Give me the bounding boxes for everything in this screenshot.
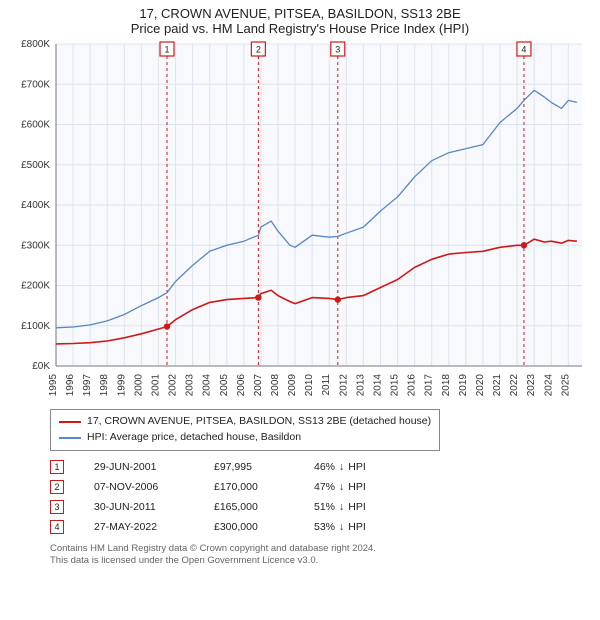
svg-text:1997: 1997 [82,374,93,397]
footer-line-1: Contains HM Land Registry data © Crown c… [50,543,590,556]
svg-text:1996: 1996 [65,374,76,397]
attribution-footer: Contains HM Land Registry data © Crown c… [50,543,590,569]
svg-text:3: 3 [335,45,340,55]
footer-line-2: This data is licensed under the Open Gov… [50,555,590,568]
chart-titles: 17, CROWN AVENUE, PITSEA, BASILDON, SS13… [10,6,590,36]
svg-text:2015: 2015 [390,374,401,397]
svg-text:2021: 2021 [492,374,503,397]
sale-marker-box: 3 [50,500,64,514]
sale-price: £165,000 [214,501,314,513]
svg-text:£500K: £500K [21,160,50,171]
sale-row: 1 29-JUN-2001£97,99546% ↓ HPI [50,457,590,477]
svg-text:2018: 2018 [441,374,452,397]
sale-marker-box: 4 [50,520,64,534]
svg-text:2003: 2003 [185,374,196,397]
svg-text:2024: 2024 [543,374,554,397]
sale-vs-hpi: 46% ↓ HPI [314,461,424,473]
svg-text:£0K: £0K [32,361,50,372]
svg-text:2020: 2020 [475,374,486,397]
legend-item: 17, CROWN AVENUE, PITSEA, BASILDON, SS13… [59,414,431,430]
svg-text:1: 1 [164,45,169,55]
svg-text:2023: 2023 [526,374,537,397]
svg-text:2006: 2006 [236,374,247,397]
svg-text:2010: 2010 [304,374,315,397]
legend-swatch [59,421,81,423]
svg-text:2007: 2007 [253,374,264,397]
sale-vs-label: HPI [348,501,366,513]
svg-text:2004: 2004 [202,374,213,397]
sale-vs-hpi: 53% ↓ HPI [314,521,424,533]
sale-date: 07-NOV-2006 [94,481,214,493]
legend-label: HPI: Average price, detached house, Basi… [87,430,301,446]
sale-vs-hpi: 47% ↓ HPI [314,481,424,493]
svg-text:£400K: £400K [21,200,50,211]
sale-vs-label: HPI [348,461,366,473]
sale-pct: 47% [314,481,335,493]
svg-text:£600K: £600K [21,120,50,131]
sale-date: 27-MAY-2022 [94,521,214,533]
svg-text:2000: 2000 [133,374,144,397]
sale-pct: 53% [314,521,335,533]
svg-text:2005: 2005 [219,374,230,397]
sale-row: 4 27-MAY-2022£300,00053% ↓ HPI [50,517,590,537]
sale-vs-label: HPI [348,481,366,493]
svg-text:£200K: £200K [21,281,50,292]
sale-date: 29-JUN-2001 [94,461,214,473]
svg-text:2011: 2011 [321,374,332,396]
svg-text:2017: 2017 [424,374,435,397]
sale-vs-label: HPI [348,521,366,533]
svg-text:2001: 2001 [150,374,161,397]
svg-text:2009: 2009 [287,374,298,397]
sale-marker-box: 1 [50,460,64,474]
svg-text:2016: 2016 [407,374,418,397]
arrow-down-icon: ↓ [339,501,344,513]
svg-text:2008: 2008 [270,374,281,397]
arrow-down-icon: ↓ [339,481,344,493]
svg-text:£700K: £700K [21,79,50,90]
sales-table: 1 29-JUN-2001£97,99546% ↓ HPI 2 07-NOV-2006£1… [50,457,590,537]
chart-area: £0K £100K £200K £300K £400K £500K £600K £700K £8… [10,36,590,403]
svg-text:2014: 2014 [372,374,383,397]
sale-marker-box: 2 [50,480,64,494]
legend-swatch [59,437,81,439]
sale-price: £97,995 [214,461,314,473]
svg-text:2013: 2013 [355,374,366,397]
sale-vs-hpi: 51% ↓ HPI [314,501,424,513]
svg-text:1995: 1995 [48,374,59,397]
svg-text:2022: 2022 [509,374,520,397]
arrow-down-icon: ↓ [339,521,344,533]
svg-text:2025: 2025 [560,374,571,397]
svg-text:£800K: £800K [21,39,50,50]
svg-text:2019: 2019 [458,374,469,397]
legend-item: HPI: Average price, detached house, Basi… [59,430,431,446]
svg-text:4: 4 [521,45,526,55]
sale-price: £170,000 [214,481,314,493]
svg-text:2012: 2012 [338,374,349,397]
sale-pct: 46% [314,461,335,473]
line-chart-svg: £0K £100K £200K £300K £400K £500K £600K £700K £8… [10,36,590,398]
svg-text:1998: 1998 [99,374,110,397]
sale-date: 30-JUN-2011 [94,501,214,513]
legend-label: 17, CROWN AVENUE, PITSEA, BASILDON, SS13… [87,414,431,430]
sale-row: 2 07-NOV-2006£170,00047% ↓ HPI [50,477,590,497]
svg-text:£300K: £300K [21,240,50,251]
svg-text:2002: 2002 [168,374,179,397]
sale-pct: 51% [314,501,335,513]
svg-text:1999: 1999 [116,374,127,397]
arrow-down-icon: ↓ [339,461,344,473]
title-subtitle: Price paid vs. HM Land Registry's House … [10,21,590,36]
legend: 17, CROWN AVENUE, PITSEA, BASILDON, SS13… [50,409,440,451]
title-address: 17, CROWN AVENUE, PITSEA, BASILDON, SS13… [10,6,590,21]
svg-text:2: 2 [256,45,261,55]
svg-text:£100K: £100K [21,321,50,332]
page: 17, CROWN AVENUE, PITSEA, BASILDON, SS13… [0,0,600,620]
sale-row: 3 30-JUN-2011£165,00051% ↓ HPI [50,497,590,517]
sale-price: £300,000 [214,521,314,533]
